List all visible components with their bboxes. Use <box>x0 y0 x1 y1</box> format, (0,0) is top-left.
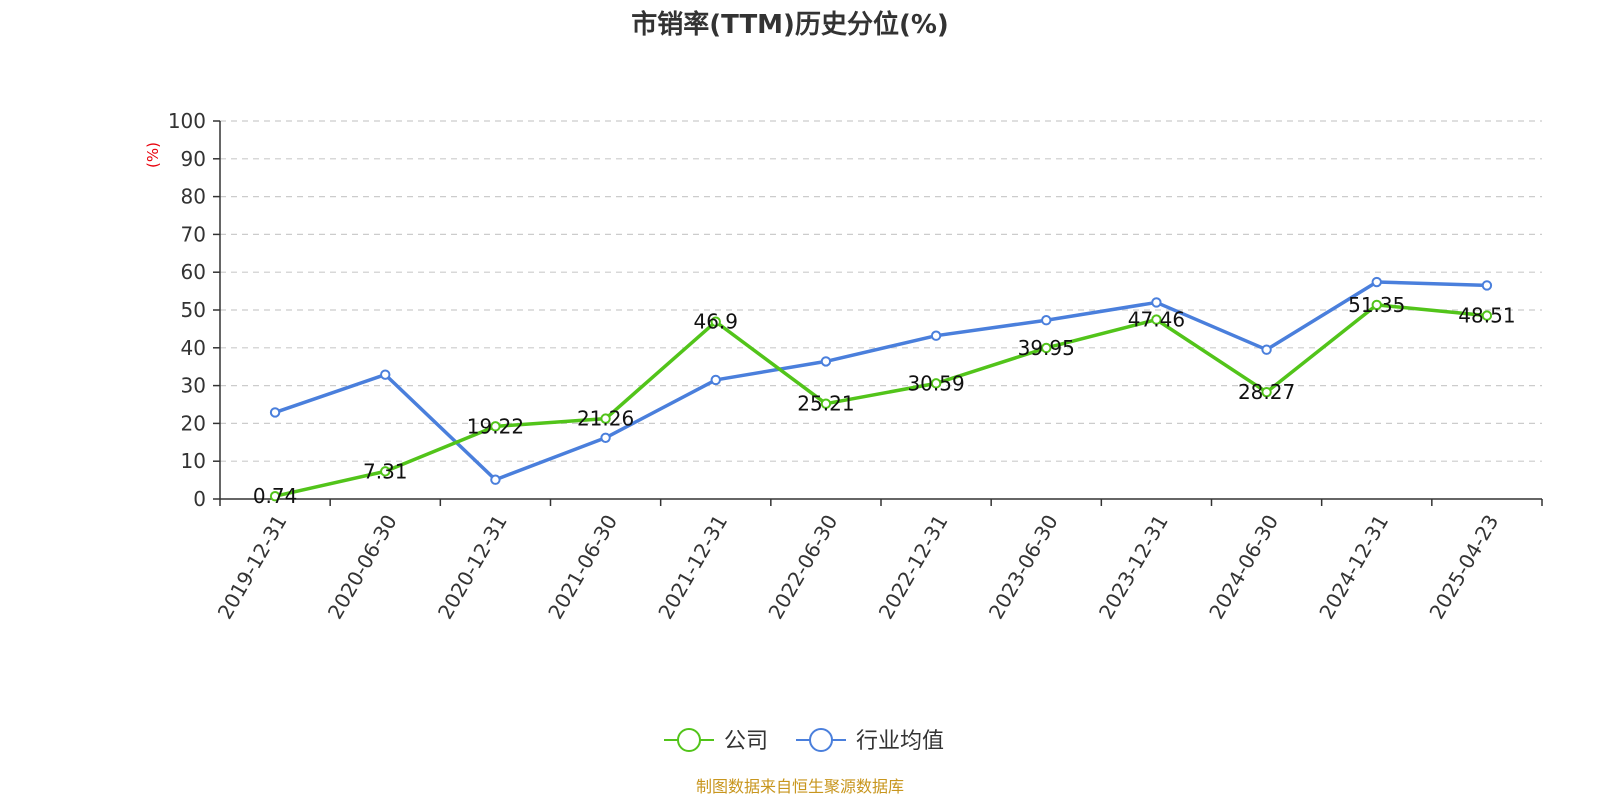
y-tick-label: 60 <box>181 260 206 284</box>
y-tick-label: 80 <box>181 185 206 209</box>
x-tick-label: 2023-12-31 <box>1094 511 1173 624</box>
x-tick-label: 2020-12-31 <box>433 510 512 623</box>
data-label: 30.59 <box>907 371 964 395</box>
series-line-1 <box>274 280 1487 482</box>
chart-title: 市销率(TTM)历史分位(%) <box>631 9 949 40</box>
series-group <box>269 276 1493 502</box>
y-tick-label: 10 <box>181 449 206 473</box>
legend-label: 公司 <box>724 729 768 754</box>
data-label: 47.46 <box>1128 308 1185 332</box>
data-point[interactable] <box>600 413 611 424</box>
y-tick-label: 40 <box>181 336 206 360</box>
x-tick-label: 2023-06-30 <box>984 511 1063 624</box>
data-point[interactable] <box>1151 314 1162 325</box>
legend-label: 行业均值 <box>856 729 944 754</box>
y-tick-label: 30 <box>181 374 206 398</box>
legend-item-0[interactable]: 公司 <box>664 728 768 754</box>
data-point[interactable] <box>1481 310 1493 321</box>
legend-marker <box>809 728 833 752</box>
data-label: 46.9 <box>693 310 738 334</box>
data-label: 51.35 <box>1348 293 1405 317</box>
data-point[interactable] <box>820 398 832 409</box>
series-line-0 <box>274 303 1488 498</box>
data-point[interactable] <box>490 421 501 432</box>
data-point[interactable] <box>380 369 391 380</box>
data-point[interactable] <box>930 330 942 341</box>
x-tick-labels: 2019-12-31 2020-06-30 2020-12-31 2021-06-30… <box>213 510 1504 623</box>
data-point[interactable] <box>600 432 611 443</box>
data-point[interactable] <box>930 378 942 389</box>
x-tick-label: 2019-12-31 <box>213 511 292 624</box>
data-label: 48.51 <box>1458 304 1515 328</box>
data-point[interactable] <box>710 374 721 386</box>
legend-marker <box>677 728 701 752</box>
y-tick-label: 50 <box>181 298 206 322</box>
data-point[interactable] <box>1261 386 1272 398</box>
x-tick-label: 2025-04-23 <box>1424 511 1503 624</box>
data-point[interactable] <box>1481 280 1493 291</box>
legend[interactable]: 公司 行业均值 <box>664 728 944 754</box>
data-point[interactable] <box>1371 276 1382 288</box>
y-tick-label: 0 <box>193 487 206 511</box>
data-point[interactable] <box>1261 344 1272 355</box>
y-tick-labels: 0 10 20 30 40 50 60 70 80 90 100 <box>168 109 206 511</box>
x-tick-label: 2024-06-30 <box>1204 511 1283 624</box>
x-tick-label: 2024-12-31 <box>1314 511 1393 624</box>
data-point[interactable] <box>1151 297 1162 308</box>
data-label: 19.22 <box>467 414 524 438</box>
data-point[interactable] <box>1041 342 1052 354</box>
data-label: 21.26 <box>577 407 634 431</box>
y-tick-label: 20 <box>181 411 206 435</box>
data-point[interactable] <box>710 316 721 327</box>
x-tick-label: 2020-06-30 <box>323 511 402 624</box>
x-tick-label: 2022-12-31 <box>874 510 953 623</box>
data-label: 25.21 <box>797 392 854 416</box>
data-label: 39.95 <box>1018 336 1075 360</box>
axes <box>213 120 1543 506</box>
data-label: 7.31 <box>363 459 408 483</box>
y-tick-label: 70 <box>181 222 206 246</box>
y-axis-unit: (%) <box>144 142 162 168</box>
data-label: 28.27 <box>1238 380 1295 404</box>
data-point[interactable] <box>380 466 391 477</box>
data-point[interactable] <box>490 474 501 485</box>
y-tick-label: 100 <box>168 109 206 133</box>
data-point[interactable] <box>269 407 281 418</box>
x-tick-label: 2021-12-31 <box>653 511 732 624</box>
data-labels: 0.74 7.31 19.22 21.26 46.9 25.21 30.59 39.95 47.… <box>253 293 1516 508</box>
legend-item-1[interactable]: 行业均值 <box>796 728 944 754</box>
data-label: 0.74 <box>253 484 298 508</box>
x-tick-label: 2021-06-30 <box>543 511 622 624</box>
data-point[interactable] <box>1371 299 1382 311</box>
data-point[interactable] <box>1041 315 1052 326</box>
gridlines <box>220 120 1542 462</box>
source-note: 制图数据来自恒生聚源数据库 <box>696 777 904 796</box>
x-tick-label: 2022-06-30 <box>763 511 842 624</box>
y-tick-label: 90 <box>181 147 206 171</box>
data-point[interactable] <box>269 491 281 502</box>
data-point[interactable] <box>820 356 832 367</box>
